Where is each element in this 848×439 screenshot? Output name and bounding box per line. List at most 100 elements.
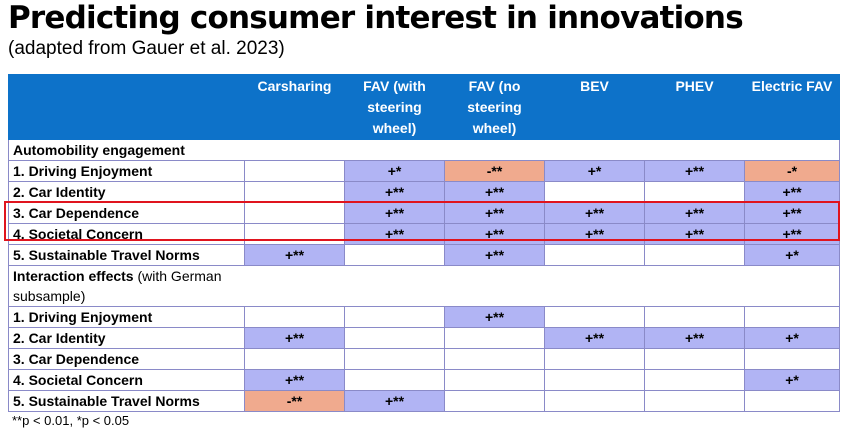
table-row: 3. Car Dependence — [8, 348, 840, 370]
effect-cell: +** — [344, 390, 445, 412]
column-header-phev: PHEV — [644, 74, 745, 140]
section-heading-row: Interaction effects (with German subsamp… — [8, 265, 840, 307]
column-header-bev: BEV — [544, 74, 645, 140]
effect-cell: -** — [444, 160, 545, 182]
effect-cell — [544, 369, 645, 391]
row-label: 2. Car Identity — [8, 327, 245, 349]
row-label: 1. Driving Enjoyment — [8, 160, 245, 182]
effect-cell: +** — [444, 306, 545, 328]
table-row: 2. Car Identity +** +** +** +* — [8, 327, 840, 349]
effect-cell — [744, 306, 840, 328]
section-heading-text: Interaction effects — [13, 268, 134, 284]
effect-cell — [444, 390, 545, 412]
row-label: 4. Societal Concern — [8, 369, 245, 391]
effect-cell — [244, 306, 345, 328]
effect-cell: +** — [544, 202, 645, 224]
effect-cell: +** — [544, 327, 645, 349]
column-header-carsharing: Carsharing — [244, 74, 345, 140]
effect-cell: +** — [444, 223, 545, 245]
effect-cell — [244, 181, 345, 203]
table-row: 4. Societal Concern +** +** +** +** +** — [8, 223, 840, 245]
effect-cell — [544, 390, 645, 412]
effect-cell — [544, 181, 645, 203]
column-header-fav-with-wheel: FAV (with steering wheel) — [344, 74, 445, 140]
table-row: 3. Car Dependence +** +** +** +** +** — [8, 202, 840, 224]
effect-cell: +** — [244, 244, 345, 266]
effect-cell: +** — [244, 369, 345, 391]
row-label: 3. Car Dependence — [8, 348, 245, 370]
effect-cell: +** — [744, 223, 840, 245]
effect-cell: +** — [244, 327, 345, 349]
section-heading-row: Automobility engagement — [8, 139, 840, 161]
section-heading-text: Automobility engagement — [13, 142, 185, 158]
effect-cell — [344, 348, 445, 370]
footnote: **p < 0.01, *p < 0.05 — [12, 413, 130, 428]
effect-cell — [644, 181, 745, 203]
effect-cell: +* — [744, 369, 840, 391]
effect-cell: +** — [644, 327, 745, 349]
effect-cell: +** — [644, 160, 745, 182]
effect-cell — [244, 202, 345, 224]
effect-cell — [344, 369, 445, 391]
effect-cell — [344, 306, 445, 328]
row-label: 1. Driving Enjoyment — [8, 306, 245, 328]
effect-cell: +** — [344, 223, 445, 245]
row-label: 4. Societal Concern — [8, 223, 245, 245]
effect-cell — [544, 244, 645, 266]
column-header-electric-fav: Electric FAV — [744, 74, 840, 140]
effect-cell — [744, 348, 840, 370]
effect-cell: +** — [744, 181, 840, 203]
table-row: 1. Driving Enjoyment +* -** +* +** -* — [8, 160, 840, 182]
effect-cell — [244, 223, 345, 245]
effect-cell: +** — [744, 202, 840, 224]
section-heading: Interaction effects (with German subsamp… — [8, 265, 840, 307]
effect-cell — [644, 369, 745, 391]
effect-cell: -** — [244, 390, 345, 412]
effect-cell — [444, 348, 545, 370]
table-row: 4. Societal Concern +** +* — [8, 369, 840, 391]
header-row: Carsharing FAV (with steering wheel) FAV… — [8, 74, 840, 140]
results-table: Carsharing FAV (with steering wheel) FAV… — [8, 74, 840, 412]
page-title: Predicting consumer interest in innovati… — [8, 0, 744, 36]
effect-cell — [344, 327, 445, 349]
section-heading-note: (with German subsample) — [13, 268, 222, 304]
effect-cell — [744, 390, 840, 412]
effect-cell — [544, 306, 645, 328]
effect-cell: +** — [344, 181, 445, 203]
header-empty-cell — [8, 74, 245, 140]
table-row: 1. Driving Enjoyment +** — [8, 306, 840, 328]
effect-cell — [644, 244, 745, 266]
effect-cell — [244, 348, 345, 370]
effect-cell: +** — [344, 202, 445, 224]
effect-cell — [344, 244, 445, 266]
row-label: 5. Sustainable Travel Norms — [8, 390, 245, 412]
effect-cell: -* — [744, 160, 840, 182]
row-label: 3. Car Dependence — [8, 202, 245, 224]
effect-cell: +** — [544, 223, 645, 245]
effect-cell: +** — [644, 202, 745, 224]
effect-cell: +** — [444, 181, 545, 203]
effect-cell: +** — [444, 202, 545, 224]
effect-cell — [444, 369, 545, 391]
row-label: 2. Car Identity — [8, 181, 245, 203]
table-row: 2. Car Identity +** +** +** — [8, 181, 840, 203]
column-header-fav-no-wheel: FAV (no steering wheel) — [444, 74, 545, 140]
effect-cell — [244, 160, 345, 182]
effect-cell: +* — [744, 244, 840, 266]
effect-cell: +* — [544, 160, 645, 182]
effect-cell — [444, 327, 545, 349]
effect-cell: +* — [744, 327, 840, 349]
table-row: 5. Sustainable Travel Norms -** +** — [8, 390, 840, 412]
table-body: Automobility engagement 1. Driving Enjoym… — [8, 139, 840, 412]
effect-cell — [644, 348, 745, 370]
section-heading: Automobility engagement — [8, 139, 840, 161]
effect-cell: +** — [444, 244, 545, 266]
page-subtitle: (adapted from Gauer et al. 2023) — [8, 38, 285, 59]
row-label: 5. Sustainable Travel Norms — [8, 244, 245, 266]
effect-cell: +* — [344, 160, 445, 182]
effect-cell: +** — [644, 223, 745, 245]
effect-cell — [544, 348, 645, 370]
effect-cell — [644, 306, 745, 328]
table-row: 5. Sustainable Travel Norms +** +** +* — [8, 244, 840, 266]
effect-cell — [644, 390, 745, 412]
